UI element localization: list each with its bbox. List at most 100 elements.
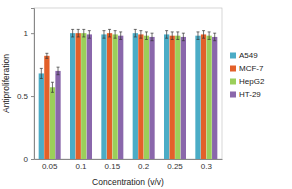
bar <box>87 34 92 159</box>
error-cap <box>176 39 179 40</box>
marks <box>39 29 218 159</box>
error-cap <box>139 30 142 31</box>
error-cap <box>77 36 80 37</box>
error-cap <box>171 39 174 40</box>
bar <box>107 33 112 159</box>
error-cap <box>51 92 54 93</box>
tick: 0.25 <box>167 159 183 171</box>
error-bar <box>119 32 122 40</box>
error-line <box>58 67 59 75</box>
series <box>55 31 217 159</box>
tick-label: 0.1 <box>75 162 87 171</box>
error-line <box>214 33 215 41</box>
error-cap <box>40 78 43 79</box>
series <box>44 29 206 159</box>
tick-label: 0.3 <box>201 162 213 171</box>
error-line <box>109 29 110 37</box>
bar <box>195 36 200 159</box>
error-line <box>152 33 153 41</box>
error-cap <box>213 40 216 41</box>
bar <box>118 36 123 159</box>
bar <box>101 34 106 159</box>
tick: 0.1 <box>75 159 87 171</box>
error-cap <box>134 29 137 30</box>
bar <box>144 36 149 159</box>
error-line <box>146 32 147 40</box>
error-line <box>177 32 178 40</box>
error-bar <box>182 33 185 41</box>
error-cap <box>151 40 154 41</box>
error-bar <box>151 33 154 41</box>
bar <box>70 33 75 159</box>
legend-swatch <box>230 79 236 85</box>
error-bar <box>196 32 199 40</box>
bar <box>170 36 175 159</box>
error-cap <box>196 39 199 40</box>
error-bar <box>114 31 117 39</box>
bar <box>44 56 49 159</box>
error-cap <box>196 31 199 32</box>
bar <box>50 87 55 159</box>
error-cap <box>108 29 111 30</box>
error-line <box>52 82 53 92</box>
error-cap <box>82 29 85 30</box>
error-cap <box>114 38 117 39</box>
tick-mark <box>31 33 34 34</box>
error-bar <box>176 32 179 40</box>
error-bar <box>139 31 142 39</box>
error-line <box>183 33 184 41</box>
legend-swatch <box>230 66 236 72</box>
error-bar <box>108 29 111 37</box>
chart: 00.510.050.10.150.20.250.3Concentration … <box>0 0 292 189</box>
error-line <box>78 29 79 37</box>
error-cap <box>45 58 48 59</box>
error-bar <box>102 31 105 39</box>
error-line <box>209 32 210 40</box>
error-line <box>89 31 90 39</box>
error-cap <box>134 36 137 37</box>
error-cap <box>182 33 185 34</box>
error-cap <box>71 36 74 37</box>
bar <box>206 36 211 159</box>
tick-label: 1 <box>24 29 29 38</box>
error-cap <box>77 29 80 30</box>
tick: 0.05 <box>42 159 58 171</box>
error-cap <box>213 33 216 34</box>
legend-label: MCF-7 <box>239 64 264 73</box>
legend-label: A549 <box>239 51 258 60</box>
error-cap <box>45 53 48 54</box>
x-axis: 0.050.10.150.20.250.3 <box>35 159 223 171</box>
error-line <box>197 32 198 40</box>
legend-item: A549 <box>230 51 258 60</box>
legend: A549MCF-7HepG2HT-29 <box>230 51 265 99</box>
error-cap <box>165 30 168 31</box>
error-cap <box>151 33 154 34</box>
error-cap <box>40 68 43 69</box>
tick-label: 0 <box>24 155 29 164</box>
y-axis: 00.51 <box>17 9 35 165</box>
bar <box>133 33 138 159</box>
tick-label: 0.05 <box>42 162 58 171</box>
error-bar <box>213 33 216 41</box>
error-cap <box>202 30 205 31</box>
error-bar <box>77 29 80 37</box>
bar <box>55 71 60 159</box>
error-bar <box>202 31 205 39</box>
bar <box>112 34 117 159</box>
error-cap <box>208 31 211 32</box>
bar <box>81 33 86 159</box>
error-cap <box>102 38 105 39</box>
tick: 0 <box>24 155 34 164</box>
x-axis-title: Concentration (v/v) <box>92 177 164 187</box>
error-cap <box>171 31 174 32</box>
axis-line <box>35 159 223 160</box>
bar <box>175 36 180 159</box>
error-bar <box>134 29 137 37</box>
legend-label: HT-29 <box>239 90 261 99</box>
error-cap <box>88 30 91 31</box>
error-line <box>72 29 73 37</box>
error-bar <box>82 29 85 37</box>
error-cap <box>51 82 54 83</box>
error-bar <box>45 53 48 58</box>
plot-frame <box>34 8 222 159</box>
